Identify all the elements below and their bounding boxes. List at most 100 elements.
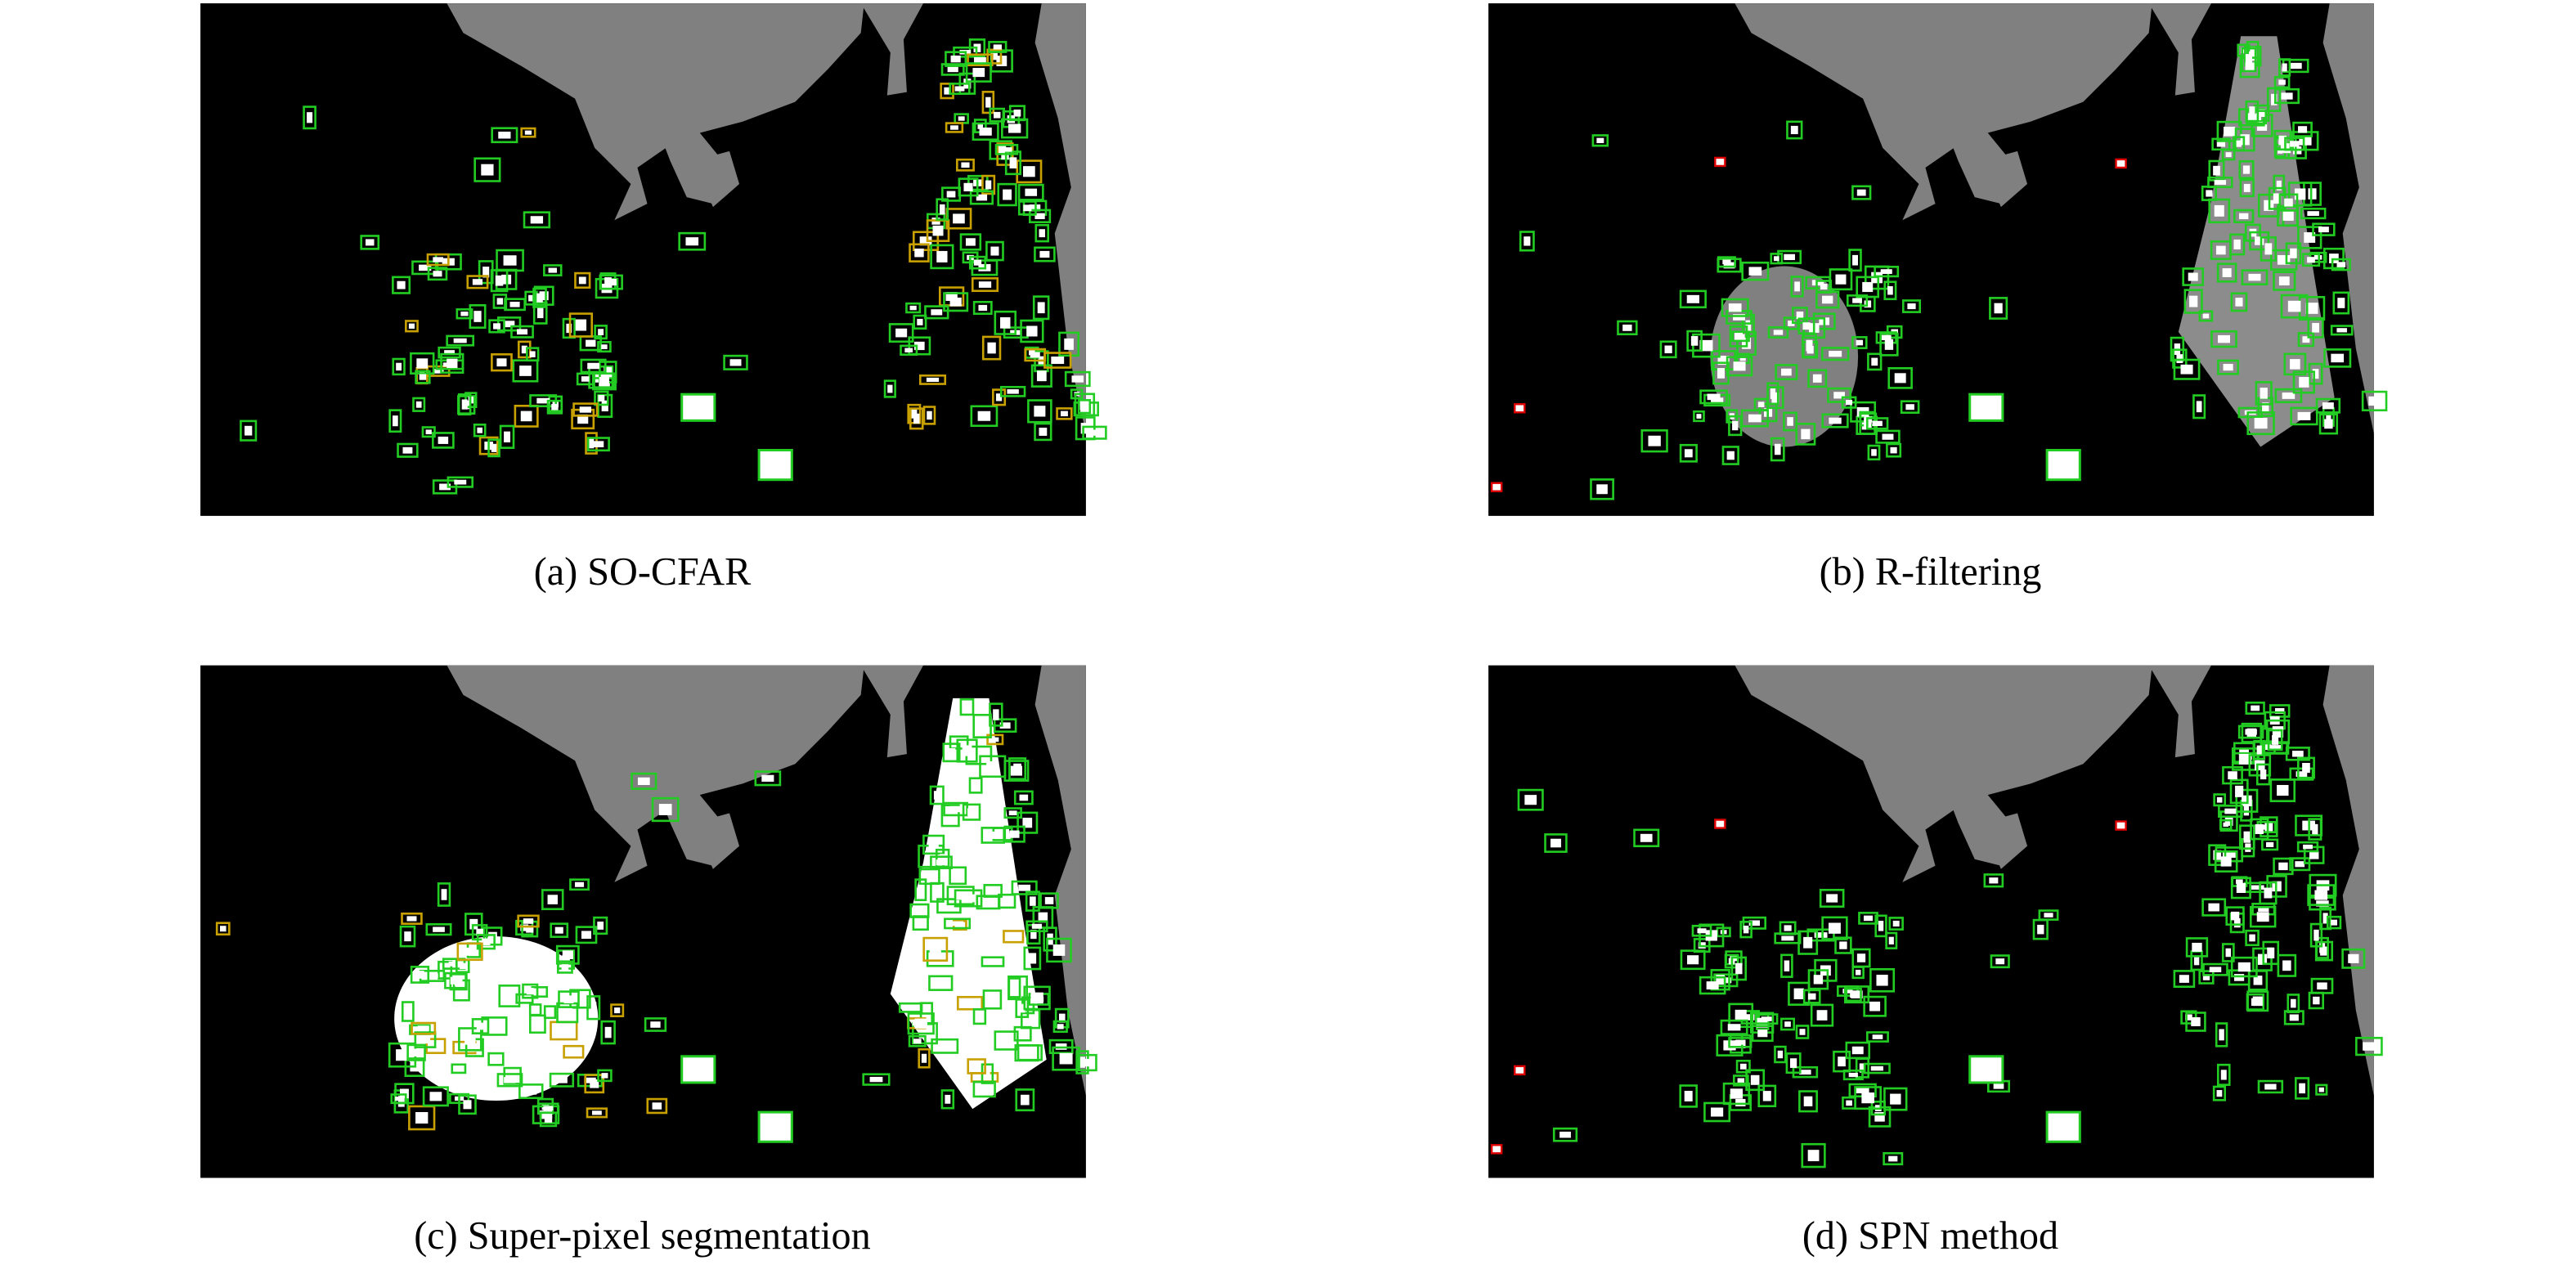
detection-box <box>466 275 489 289</box>
detection-box <box>584 1074 605 1094</box>
ship <box>1008 123 1021 133</box>
detection-box <box>1810 1003 1834 1027</box>
ship <box>1807 993 1816 1000</box>
ship <box>2312 823 2318 835</box>
ship <box>1008 810 1017 816</box>
detection-box <box>2308 991 2325 1010</box>
detection-box <box>2230 292 2248 312</box>
ship <box>2309 850 2319 859</box>
ship <box>2238 753 2252 765</box>
ship <box>729 359 742 366</box>
ship <box>2236 140 2242 147</box>
ship <box>2224 126 2236 137</box>
detection-box <box>1728 1037 1752 1048</box>
detection-box <box>512 359 539 383</box>
detection-box <box>907 1012 935 1035</box>
detection-box <box>949 866 967 886</box>
ship <box>999 722 1011 729</box>
detection-box <box>1843 985 1870 1004</box>
ship <box>520 924 529 931</box>
ship <box>1882 433 1894 440</box>
ship <box>415 971 424 979</box>
ship <box>417 1025 429 1031</box>
ship <box>1524 236 1531 246</box>
ship <box>419 374 427 380</box>
detection-box <box>539 1111 558 1128</box>
detection-box <box>1795 423 1816 446</box>
detection-box <box>979 755 1007 778</box>
detection-box <box>943 292 969 312</box>
detection-box <box>1883 280 1897 301</box>
ship <box>934 887 940 897</box>
ship <box>2278 862 2288 871</box>
detection-box <box>1014 1044 1039 1062</box>
ship <box>1826 894 1838 903</box>
ship <box>2290 248 2297 258</box>
detection-box <box>1032 295 1050 321</box>
detection-box <box>909 243 930 262</box>
ship <box>2274 707 2285 714</box>
ship <box>982 899 994 906</box>
detection-box <box>909 903 930 918</box>
ship <box>526 988 534 995</box>
ship <box>1856 189 1866 196</box>
detection-box <box>922 834 945 855</box>
detection-box <box>986 48 1003 65</box>
detection-box <box>1770 253 1784 265</box>
detection-box <box>1865 417 1889 430</box>
ship <box>2308 188 2317 200</box>
ship <box>685 237 699 246</box>
ship <box>1894 373 1906 384</box>
ship <box>2255 236 2264 245</box>
ship <box>365 239 375 246</box>
ship <box>1687 955 1699 965</box>
ship <box>1732 420 1739 431</box>
ship <box>1735 1009 1747 1021</box>
ship <box>1079 1056 1085 1068</box>
ship <box>2305 303 2318 314</box>
detection-box <box>900 344 918 357</box>
detection-box <box>496 1073 523 1088</box>
ship <box>433 926 445 932</box>
detection-box <box>2319 906 2332 931</box>
detection-box <box>1691 924 1712 937</box>
ship <box>869 1076 883 1083</box>
detection-box <box>883 379 896 398</box>
ship <box>1051 357 1065 365</box>
ship <box>1735 962 1743 975</box>
detection-box <box>967 1058 986 1074</box>
detection-box <box>2297 226 2322 249</box>
ship <box>949 297 962 307</box>
ship <box>977 720 987 732</box>
detection-box <box>1703 1101 1731 1123</box>
detection-box <box>2182 267 2205 286</box>
ship <box>2282 960 2291 971</box>
detection-box <box>1815 280 1833 294</box>
detection-box <box>646 1097 668 1115</box>
detection-box <box>1770 437 1785 462</box>
ship <box>493 323 500 330</box>
detection-box <box>2267 729 2283 751</box>
ship <box>1774 256 1779 262</box>
ship <box>2044 913 2053 917</box>
ship <box>1717 356 1730 366</box>
ship <box>2220 856 2232 867</box>
caption: (a) SO-CFAR <box>534 550 752 594</box>
ship <box>919 236 932 246</box>
false-alarm <box>1514 403 1526 414</box>
ship <box>1822 295 1833 304</box>
detection-box <box>2234 128 2255 152</box>
ship <box>933 954 947 962</box>
detection-box <box>1731 330 1750 343</box>
detection-box <box>2192 394 2206 419</box>
ship <box>601 1073 608 1079</box>
ship <box>508 1071 517 1080</box>
ship <box>463 1100 472 1110</box>
ship <box>562 954 570 964</box>
detection-box <box>930 244 954 270</box>
detection-box <box>1841 396 1857 409</box>
ship <box>1524 795 1537 805</box>
detection-box <box>440 352 464 374</box>
detection-box <box>1886 442 1902 458</box>
ship <box>590 1002 597 1014</box>
